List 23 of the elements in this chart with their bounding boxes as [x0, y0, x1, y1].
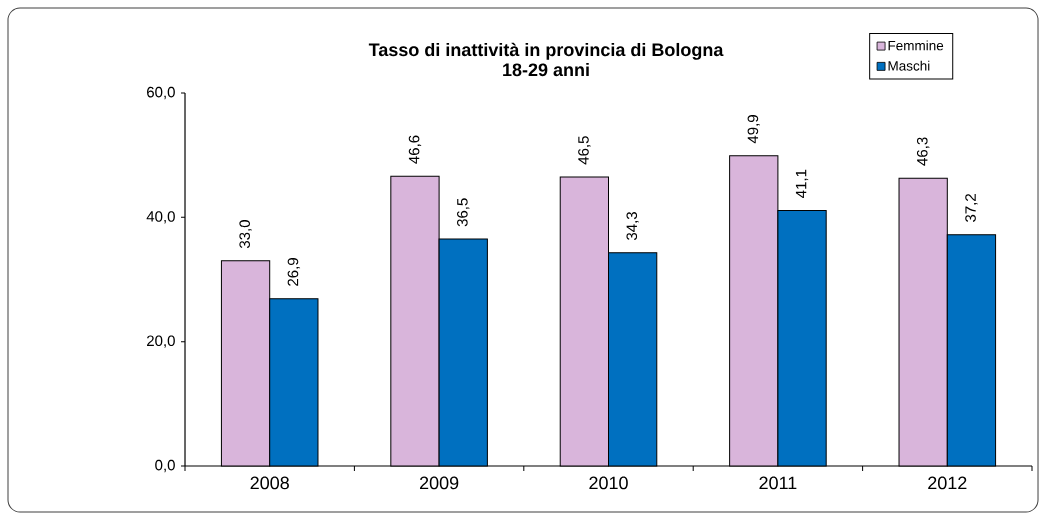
data-label: 46,3 [916, 137, 930, 166]
data-label: 49,9 [747, 115, 760, 144]
data-label: 33,0 [239, 220, 252, 249]
data-label: 34,3 [626, 212, 639, 240]
legend-label: Maschi [888, 60, 930, 71]
chart-subtitle: 18-29 anni [503, 62, 589, 77]
x-tick-label: 2012 [928, 476, 967, 490]
x-tick-label: 2010 [589, 476, 628, 490]
data-label: 36,5 [457, 198, 470, 227]
x-tick-label: 2008 [250, 476, 289, 490]
legend-label: Femmine [888, 40, 944, 51]
x-tick-label: 2011 [759, 476, 797, 490]
data-label: 46,5 [578, 136, 591, 165]
y-tick-label: 60,0 [147, 86, 175, 100]
data-label: 37,2 [965, 194, 978, 222]
y-tick-label: 20,0 [147, 335, 175, 348]
y-tick-label: 40,0 [146, 211, 175, 224]
data-label: 26,9 [287, 258, 301, 286]
data-label: 41,1 [795, 169, 809, 198]
y-tick-label: 0,0 [155, 459, 175, 473]
data-label: 46,6 [408, 135, 422, 164]
x-tick-label: 2009 [419, 476, 459, 490]
chart-title: Tasso di inattività in provincia di Bologna [368, 42, 724, 60]
